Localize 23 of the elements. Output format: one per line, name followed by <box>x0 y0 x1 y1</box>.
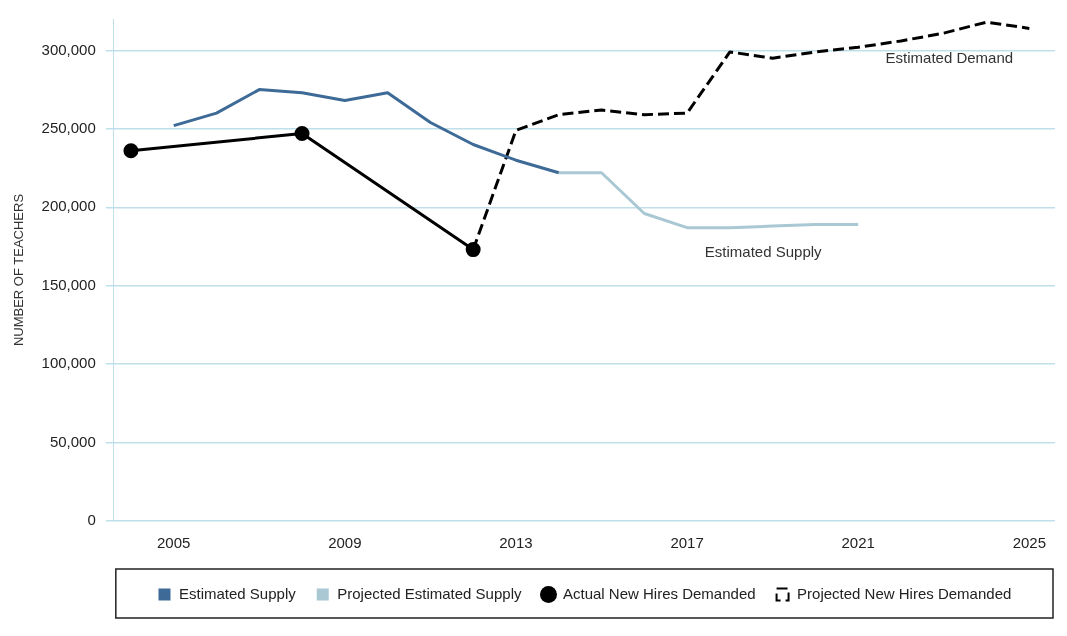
y-tick-label: 50,000 <box>49 432 96 450</box>
y-axis-title: NUMBER OF TEACHERS <box>11 193 27 347</box>
legend-label: Projected New Hires Demanded <box>797 584 1012 602</box>
y-tick-label: 0 <box>87 511 96 529</box>
legend-label: Estimated Supply <box>178 584 297 602</box>
legend-label: Projected Estimated Supply <box>337 584 522 602</box>
point <box>294 126 310 142</box>
x-tick-label: 2009 <box>328 534 362 552</box>
x-tick-label: 2017 <box>670 534 704 552</box>
annotation: Estimated Demand <box>885 48 1014 66</box>
y-tick-label: 200,000 <box>41 197 96 215</box>
x-tick-label: 2005 <box>157 534 191 552</box>
x-tick-label: 2025 <box>1012 534 1047 552</box>
y-tick-label: 150,000 <box>41 275 96 293</box>
y-tick-label: 250,000 <box>41 118 96 136</box>
y-tick-label: 300,000 <box>41 40 96 58</box>
annotation: Estimated Supply <box>704 242 823 260</box>
x-tick-label: 2013 <box>499 534 533 552</box>
x-tick-label: 2021 <box>841 534 875 552</box>
point <box>465 242 481 258</box>
legend-label: Actual New Hires Demanded <box>562 584 756 602</box>
point <box>123 143 139 159</box>
y-tick-label: 100,000 <box>41 354 96 372</box>
